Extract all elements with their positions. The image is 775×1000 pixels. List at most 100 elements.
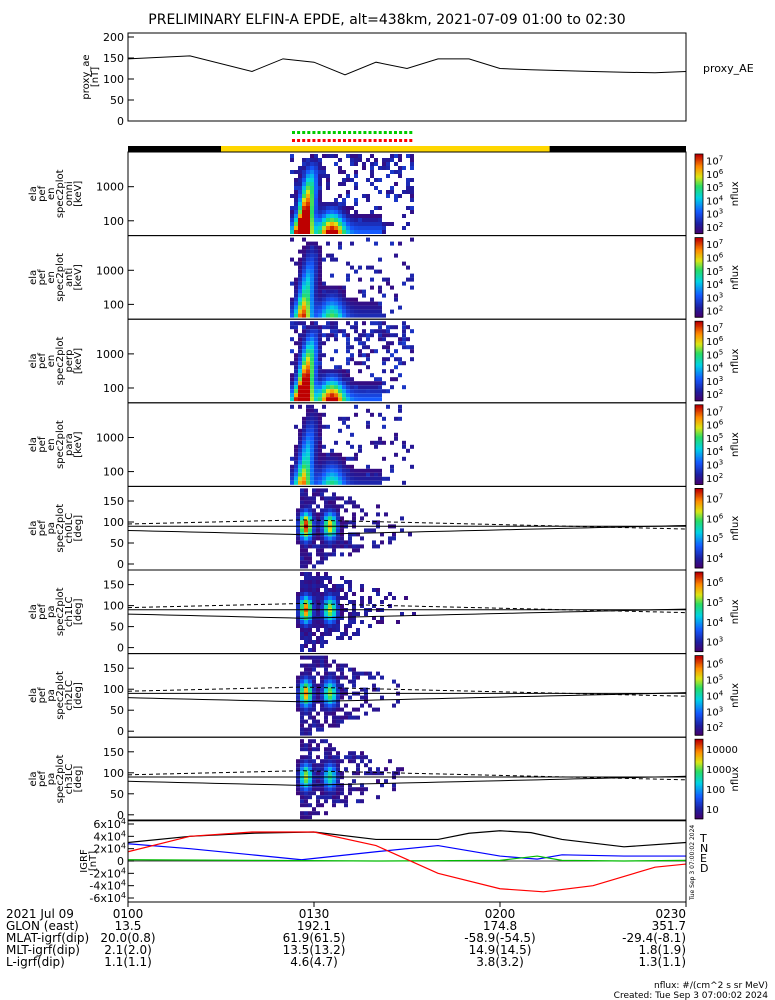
spec-0-pixel [290, 230, 294, 234]
spec-6-pixel [308, 727, 312, 732]
colorbar-5-cell-38 [695, 599, 703, 602]
y-axis-label-4-3: spec2plot [55, 420, 66, 469]
spec-4-pixel [360, 516, 364, 521]
spec-6-pixel [304, 695, 308, 700]
ephemeris-value-4-0: 1.1(1.1) [104, 955, 152, 969]
marker-green-2 [302, 131, 306, 134]
spec-3-pixel [306, 444, 310, 449]
colorbar-1-cell-7 [695, 306, 703, 309]
spec-0-pixel [398, 194, 402, 198]
spec-2-pixel [302, 337, 306, 342]
spec-0-pixel [298, 194, 302, 198]
spec-5-pixel [312, 644, 316, 648]
spec-1-pixel [358, 289, 362, 294]
y-axis-label-2-0: ela [28, 270, 39, 285]
spec-4-pixel [336, 544, 340, 549]
colorbar-6-cell-29 [695, 695, 703, 698]
spec-2-pixel [370, 321, 374, 326]
spec-1-pixel [290, 281, 294, 286]
colorbar-4-cell-37 [695, 517, 703, 520]
spec-1-pixel [310, 257, 314, 262]
spec-1-pixel [322, 285, 326, 290]
spec-2-pixel [330, 329, 334, 334]
spec-3-pixel [394, 452, 398, 457]
spec-2-pixel [306, 337, 310, 342]
spec-3-pixel [290, 464, 294, 469]
spec-4-pixel [348, 544, 352, 549]
spec-1-pixel [322, 297, 326, 302]
spec-1-pixel [382, 293, 386, 298]
y-axis-label-8-0: ela [28, 771, 39, 786]
spec-1-pixel [306, 293, 310, 298]
spec-0-pixel [350, 230, 354, 234]
proxy-ae-ytick-label-3: 150 [103, 52, 124, 65]
spec-4-pixel [320, 552, 324, 557]
spec-3-pixel [394, 436, 398, 441]
ephemeris-value-3-0: 2.1(2.0) [104, 943, 152, 957]
spec-3-pixel [350, 472, 354, 477]
spec-7-pixel [344, 803, 348, 808]
spec-1-pixel [358, 313, 362, 318]
spec-3-pixel [310, 444, 314, 449]
spec-2-pixel [366, 381, 370, 386]
spec-5-pixel [400, 612, 404, 616]
spec-7-pixel [340, 783, 344, 788]
spec-1-pixel [370, 285, 374, 290]
colorbar-4-cell-5 [695, 560, 703, 562]
colorbar-6-cell-13 [695, 716, 703, 719]
colorbar-0-cell-3 [695, 228, 703, 231]
spec-1-pixel [382, 277, 386, 282]
spec-3-pixel [322, 452, 326, 457]
colorbar-1-cell-36 [695, 268, 703, 270]
spec-6-pixel [380, 675, 384, 680]
colorbar-3-cell-43 [695, 426, 703, 428]
spec-0-pixel [322, 170, 326, 174]
spec-3-pixel [410, 444, 414, 449]
spec-0-pixel [298, 214, 302, 218]
spec-2-pixel [326, 325, 330, 330]
spec-3-pixel [322, 464, 326, 469]
colorbar-2-cell-18 [695, 375, 703, 378]
spec-6-pixel [340, 663, 344, 668]
spec-3-pixel [306, 472, 310, 477]
spec-0-pixel [394, 162, 398, 166]
spec-0-pixel [374, 158, 378, 162]
marker-red-21 [399, 139, 403, 142]
spec-2-pixel [330, 393, 334, 398]
spec-3-pixel [306, 452, 310, 457]
colorbar-1-tick-5: 107 [706, 238, 723, 251]
colorbar-7-cell-11 [695, 802, 703, 805]
spec-4-pixel [312, 492, 316, 497]
spec-0-pixel [386, 158, 390, 162]
y-axis-label-4-4: para [64, 433, 75, 456]
spec-4-pixel [348, 552, 352, 557]
colorbar-2-cell-52 [695, 330, 703, 333]
spec-7-pixel [376, 767, 380, 772]
spec-2-pixel [386, 325, 390, 330]
spec-6-pixel [324, 675, 328, 680]
colorbar-2-cell-23 [695, 368, 703, 371]
spec-0-pixel [370, 230, 374, 234]
spec-3-pixel [298, 456, 302, 461]
spec-2-pixel [346, 393, 350, 398]
spec-0-pixel [306, 158, 310, 162]
spec-4-pixel [300, 492, 304, 497]
marker-red-3 [307, 139, 311, 142]
spec-4-pixel [316, 512, 320, 517]
spec-3-pixel [402, 456, 406, 461]
spec-5-pixel [304, 632, 308, 636]
spec-1-pixel [314, 241, 318, 246]
spec-1-pixel [362, 305, 366, 310]
spec-7-ytick-label-2: 100 [103, 767, 124, 780]
spec-7-pixel [320, 787, 324, 792]
igrf-ytick-label-5: 4x104 [93, 829, 126, 843]
colorbar-6-cell-37 [695, 684, 703, 687]
spec-0-pixel [378, 226, 382, 230]
colorbar-2-cell-47 [695, 337, 703, 339]
colorbar-6-cell-2 [695, 731, 703, 734]
spec-1-pixel [294, 289, 298, 294]
spec-5-pixel [348, 616, 352, 620]
colorbar-4-tick-3: 107 [706, 492, 723, 505]
colorbar-0-cell-31 [695, 191, 703, 193]
spec-7-pixel [336, 767, 340, 772]
